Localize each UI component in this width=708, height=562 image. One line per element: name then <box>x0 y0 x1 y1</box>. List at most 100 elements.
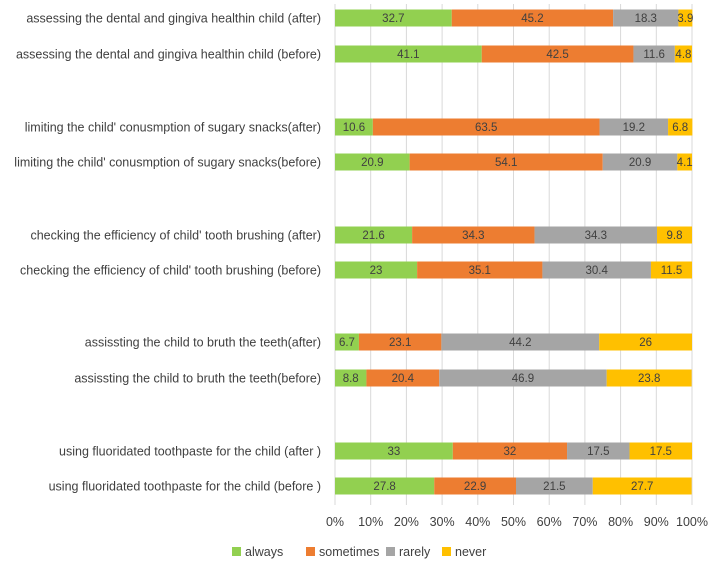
category-label: checking the efficiency of child' tooth … <box>20 264 321 278</box>
data-label: 17.5 <box>650 446 672 458</box>
legend-label-always: always <box>245 545 283 559</box>
category-label: assissting the child to bruth the teeth(… <box>85 336 321 350</box>
bar-segment-sometimes <box>372 118 600 136</box>
category-label: assissting the child to bruth the teeth(… <box>74 372 321 386</box>
data-label: 20.4 <box>392 373 415 385</box>
bar-segment-always <box>335 45 482 63</box>
bars: 32.7 45.2 18.3 3.9 41.1 42.5 11.6 4.8 10.6 63.5 19… <box>335 9 693 495</box>
legend-swatch-rarely <box>386 547 395 556</box>
category-label: assessing the dental and gingiva healthi… <box>16 48 321 62</box>
data-label: 11.5 <box>661 265 683 277</box>
bar-segment-rarely <box>602 153 678 171</box>
bar-segment-sometimes <box>434 477 516 495</box>
category-labels: assessing the dental and gingiva healthi… <box>14 12 321 494</box>
bar-segment-never <box>677 153 692 171</box>
data-label: 23.8 <box>638 373 660 385</box>
bar-segment-rarely <box>542 261 651 279</box>
bar-segment-never <box>674 45 692 63</box>
data-label: 20.9 <box>361 157 383 169</box>
data-label: 33 <box>388 446 401 458</box>
bar-segment-rarely <box>613 9 679 27</box>
x-tick-label: 0% <box>326 515 344 529</box>
bar-segment-rarely <box>515 477 593 495</box>
legend-label-never: never <box>455 545 486 559</box>
bar-segment-never <box>592 477 692 495</box>
bar-segment-rarely <box>567 442 630 460</box>
legend-swatch-never <box>442 547 451 556</box>
data-label: 42.5 <box>546 49 568 61</box>
bar-segment-never <box>668 118 693 136</box>
legend-label-rarely: rarely <box>399 545 431 559</box>
bar-segment-always <box>335 442 453 460</box>
data-label: 10.6 <box>343 122 365 134</box>
data-label: 63.5 <box>475 122 497 134</box>
data-label: 8.8 <box>343 373 359 385</box>
data-label: 32.7 <box>382 13 404 25</box>
bar-segment-sometimes <box>481 45 634 63</box>
bar-segment-never <box>629 442 692 460</box>
data-label: 20.9 <box>629 157 651 169</box>
bar-segment-sometimes <box>452 442 568 460</box>
legend: always sometimes rarely never <box>232 545 486 559</box>
data-label: 17.5 <box>587 446 609 458</box>
x-tick-label: 60% <box>537 515 562 529</box>
data-label: 21.5 <box>543 481 565 493</box>
bar-segment-rarely <box>534 226 658 244</box>
bar-segment-always <box>335 477 435 495</box>
bar-segment-rarely <box>633 45 675 63</box>
data-label: 54.1 <box>495 157 517 169</box>
data-label: 46.9 <box>512 373 534 385</box>
bar-segment-sometimes <box>409 153 603 171</box>
category-label: limiting the child' conusmption of sugar… <box>25 121 321 135</box>
data-label: 41.1 <box>397 49 419 61</box>
bar-segment-never <box>606 369 692 387</box>
category-label: checking the efficiency of child' tooth … <box>30 229 321 243</box>
bar-segment-always <box>335 153 410 171</box>
x-tick-label: 20% <box>394 515 419 529</box>
data-label: 45.2 <box>521 13 543 25</box>
data-label: 21.6 <box>362 230 384 242</box>
data-label: 35.1 <box>469 265 491 277</box>
bar-segment-never <box>650 261 692 279</box>
x-tick-label: 80% <box>608 515 633 529</box>
category-label: assessing the dental and gingiva healthi… <box>26 12 321 26</box>
data-label: 30.4 <box>585 265 608 277</box>
category-label: using fluoridated toothpaste for the chi… <box>59 445 321 459</box>
x-tick-label: 70% <box>572 515 597 529</box>
data-label: 26 <box>639 337 652 349</box>
bar-segment-always <box>335 9 452 27</box>
data-label: 32 <box>504 446 517 458</box>
bar-segment-always <box>335 226 413 244</box>
data-label: 27.7 <box>631 481 653 493</box>
bar-segment-never <box>657 226 692 244</box>
data-label: 27.8 <box>373 481 395 493</box>
bar-segment-sometimes <box>366 369 440 387</box>
bar-segment-rarely <box>439 369 607 387</box>
data-label: 23.1 <box>389 337 411 349</box>
data-label: 6.8 <box>672 122 688 134</box>
data-label: 6.7 <box>339 337 355 349</box>
x-tick-label: 10% <box>358 515 383 529</box>
bar-segment-always <box>335 333 359 351</box>
data-label: 4.8 <box>675 49 691 61</box>
data-label: 9.8 <box>667 230 683 242</box>
data-label: 18.3 <box>635 13 657 25</box>
x-tick-label: 100% <box>676 515 708 529</box>
bar-segment-rarely <box>599 118 669 136</box>
bar-segment-rarely <box>441 333 600 351</box>
data-label: 4.1 <box>677 157 693 169</box>
legend-swatch-always <box>232 547 241 556</box>
bar-segment-always <box>335 261 418 279</box>
x-axis-ticks: 0% 10% 20% 30% 40% 50% 60% 70% 80% 90% 100% <box>326 515 708 529</box>
x-tick-label: 40% <box>465 515 490 529</box>
bar-segment-sometimes <box>412 226 535 244</box>
category-label: limiting the child' conusmption of sugar… <box>14 156 321 170</box>
data-label: 44.2 <box>509 337 531 349</box>
data-label: 34.3 <box>585 230 607 242</box>
data-label: 23 <box>370 265 383 277</box>
bar-segment-always <box>335 118 373 136</box>
legend-swatch-sometimes <box>306 547 315 556</box>
bar-segment-never <box>678 9 693 27</box>
legend-label-sometimes: sometimes <box>319 545 379 559</box>
